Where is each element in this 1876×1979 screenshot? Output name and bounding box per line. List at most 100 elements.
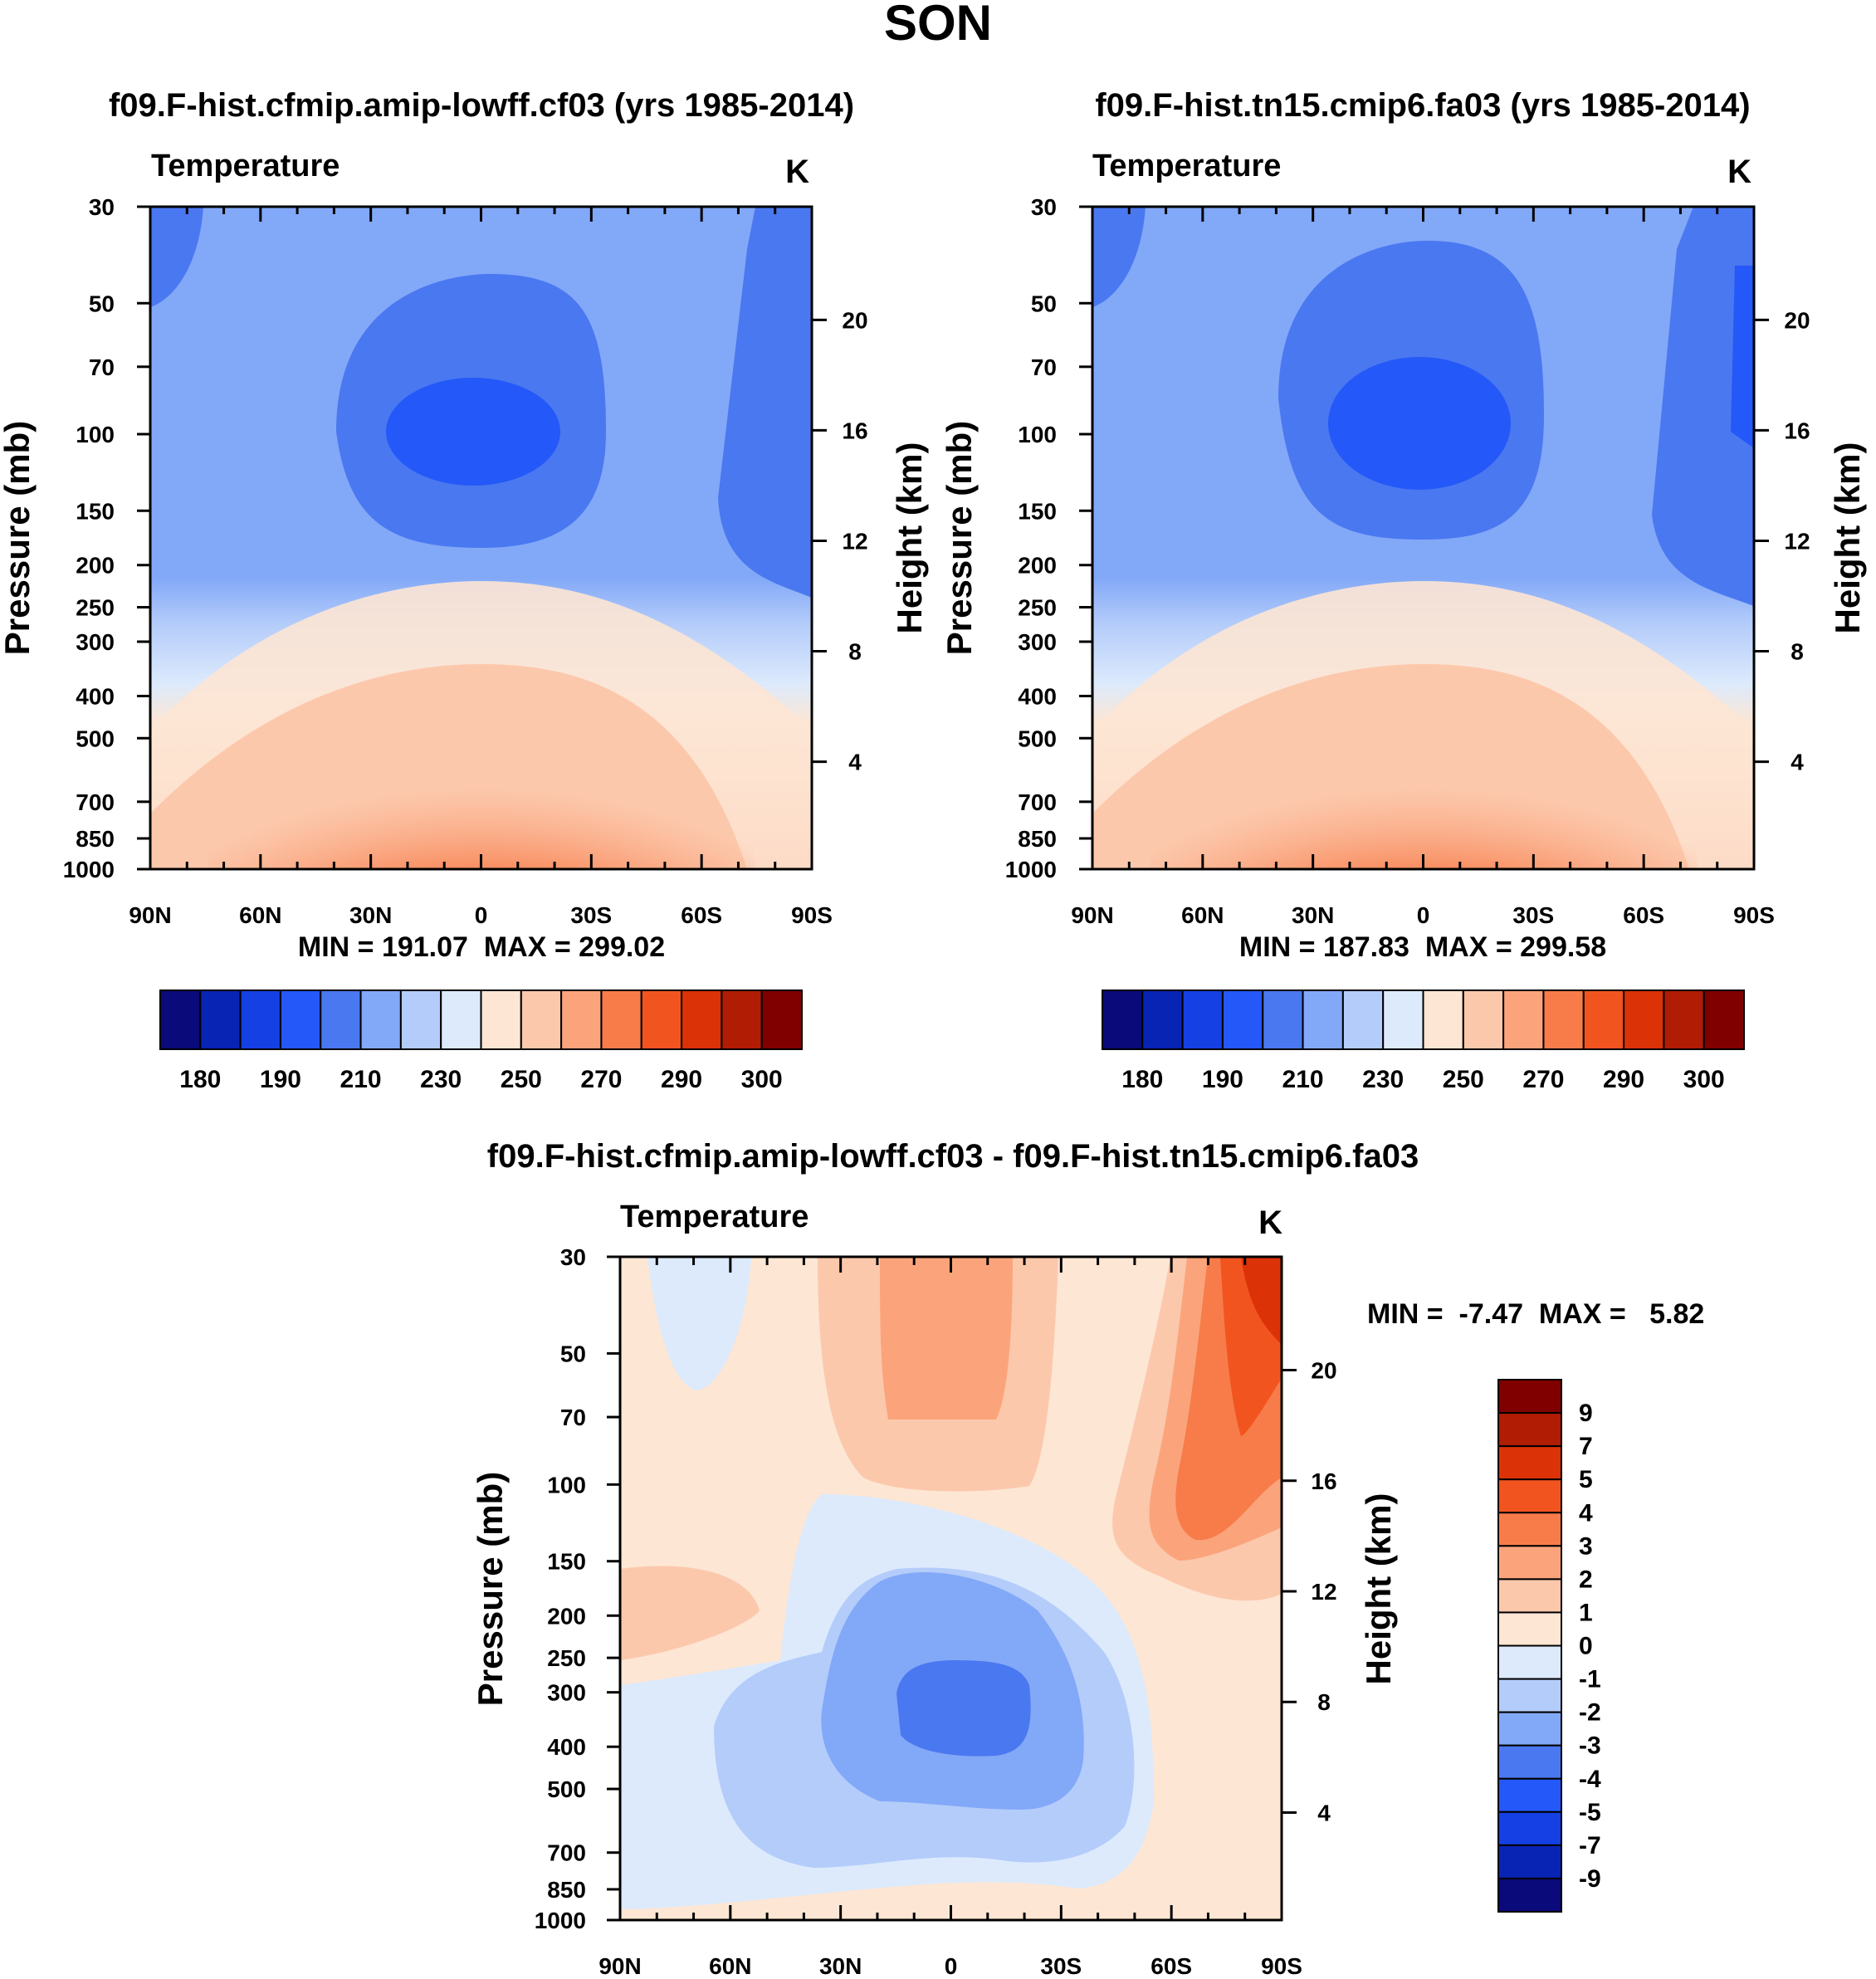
field-cold-trop-core bbox=[386, 378, 560, 486]
panel-difference-colorbar: 9 7 5 4 3 2 1 0 -1 -2 -3 -4 -5 -7 -9 bbox=[1497, 1379, 1601, 1913]
y2-tick-label: 4 bbox=[848, 750, 862, 775]
colorbar-box bbox=[159, 990, 202, 1050]
colorbar-box bbox=[1663, 990, 1705, 1050]
y-tick-label: 400 bbox=[1018, 683, 1057, 709]
colorbar-box bbox=[1497, 1744, 1562, 1780]
figure-title: SON bbox=[884, 0, 992, 51]
colorbar-label: 180 bbox=[1121, 1066, 1163, 1093]
x-tick-label-90s: 90S bbox=[791, 902, 833, 928]
y2-tick-label: 16 bbox=[1784, 418, 1810, 443]
y-tick-label: 850 bbox=[1018, 826, 1057, 852]
y2-tick-label: 20 bbox=[842, 307, 867, 333]
y-tick-label: 100 bbox=[76, 422, 115, 447]
diff-south-positive-5 bbox=[1241, 1257, 1282, 1345]
diff-tropical-strat-positive-2 bbox=[880, 1257, 1013, 1420]
y2-tick-label: 16 bbox=[842, 418, 867, 443]
y-tick-label: 250 bbox=[76, 595, 115, 621]
y-tick-label: 150 bbox=[1018, 498, 1057, 524]
colorbar-label: 210 bbox=[340, 1066, 382, 1093]
y-tick-label: 700 bbox=[76, 789, 115, 815]
panel-control-title: f09.F-hist.cfmip.amip-lowff.cf03 (yrs 19… bbox=[109, 87, 854, 124]
field-polar-cold-north bbox=[1092, 207, 1146, 307]
x-tick-label-30s: 30S bbox=[570, 902, 612, 928]
y-tick-label: 400 bbox=[547, 1734, 586, 1760]
diff-north-strat-negative bbox=[647, 1257, 751, 1390]
colorbar-box bbox=[560, 990, 603, 1050]
panel-difference-ylabel: Pressure (mb) bbox=[471, 1472, 510, 1706]
x-tick-label-30s: 30S bbox=[1040, 1953, 1082, 1979]
colorbar-label: -7 bbox=[1579, 1832, 1601, 1859]
y2-tick-label: 8 bbox=[1791, 639, 1804, 665]
y-tick-label: 150 bbox=[547, 1549, 586, 1575]
y-tick-label: 100 bbox=[547, 1472, 586, 1498]
x-tick-label-60s: 60S bbox=[1623, 902, 1664, 928]
panel-test-stats: MIN = 187.83 MAX = 299.58 bbox=[1239, 931, 1606, 963]
colorbar-box bbox=[1542, 990, 1585, 1050]
panel-test-title: f09.F-hist.tn15.cmip6.fa03 (yrs 1985-201… bbox=[1095, 87, 1750, 124]
field-warm-core bbox=[208, 703, 755, 869]
field-polar-cold-north bbox=[150, 207, 203, 307]
colorbar-box bbox=[1422, 990, 1464, 1050]
panel-difference-y2label: Height (km) bbox=[1359, 1493, 1398, 1685]
field-polar-cold-south bbox=[718, 207, 812, 598]
colorbar-box bbox=[1181, 990, 1224, 1050]
panel-control-y-axis: 30 50 70 100 150 200 250 300 400 500 700 850 1000 bbox=[63, 194, 150, 882]
y2-tick-label: 12 bbox=[1784, 528, 1810, 554]
y-tick-label: 300 bbox=[1018, 629, 1057, 655]
y-tick-label: 70 bbox=[1031, 354, 1057, 380]
colorbar-box bbox=[1497, 1810, 1562, 1846]
panel-difference-variable: Temperature bbox=[620, 1200, 809, 1234]
panel-test-variable: Temperature bbox=[1092, 149, 1281, 183]
colorbar-label: 230 bbox=[420, 1066, 462, 1093]
y-tick-label: 30 bbox=[1031, 194, 1057, 220]
colorbar-box bbox=[1497, 1611, 1562, 1647]
y-tick-label: 150 bbox=[76, 498, 115, 524]
colorbar-box bbox=[1497, 1678, 1562, 1713]
colorbar-label: 250 bbox=[501, 1066, 542, 1093]
y-tick-label: 400 bbox=[76, 683, 115, 709]
x-tick-label-30n: 30N bbox=[1292, 902, 1334, 928]
colorbar-box bbox=[1497, 1412, 1562, 1448]
panel-difference: f09.F-hist.cfmip.amip-lowff.cf03 - f09.F… bbox=[471, 1138, 1704, 1979]
colorbar-box bbox=[1497, 1711, 1562, 1747]
y2-tick-label: 8 bbox=[1317, 1689, 1331, 1715]
colorbar-box bbox=[279, 990, 322, 1050]
panel-difference-title: f09.F-hist.cfmip.amip-lowff.cf03 - f09.F… bbox=[487, 1138, 1419, 1175]
field-warm-core bbox=[1150, 703, 1698, 869]
panel-control-units: K bbox=[785, 154, 809, 190]
colorbar-box bbox=[681, 990, 723, 1050]
panel-control-ylabel: Pressure (mb) bbox=[0, 421, 37, 655]
colorbar-box bbox=[1497, 1545, 1562, 1581]
colorbar-label: -3 bbox=[1579, 1732, 1601, 1760]
diff-north-upper-trop-positive bbox=[620, 1566, 760, 1660]
colorbar-label: 250 bbox=[1443, 1066, 1484, 1093]
colorbar-label: 290 bbox=[661, 1066, 702, 1093]
panel-difference-y2-axis: 20 16 12 8 4 bbox=[1282, 1358, 1337, 1825]
y-tick-label: 30 bbox=[89, 194, 115, 220]
colorbar-label: 270 bbox=[1522, 1066, 1564, 1093]
x-tick-label-90s: 90S bbox=[1733, 902, 1775, 928]
colorbar-box bbox=[1623, 990, 1665, 1050]
colorbar-box bbox=[1382, 990, 1424, 1050]
colorbar-box bbox=[1497, 1877, 1562, 1913]
y2-tick-label: 20 bbox=[1784, 307, 1810, 333]
colorbar-label: 180 bbox=[179, 1066, 221, 1093]
y-tick-label: 700 bbox=[547, 1840, 586, 1866]
x-tick-label-90n: 90N bbox=[129, 902, 171, 928]
panel-control-plot bbox=[149, 205, 813, 871]
panel-control-variable: Temperature bbox=[151, 149, 340, 183]
y-tick-label: 850 bbox=[76, 826, 115, 852]
colorbar-box bbox=[359, 990, 402, 1050]
panel-difference-plot bbox=[618, 1255, 1283, 1922]
colorbar-label: 270 bbox=[580, 1066, 622, 1093]
y-tick-label: 500 bbox=[76, 726, 115, 751]
y-tick-label: 250 bbox=[547, 1645, 586, 1671]
y-tick-label: 850 bbox=[547, 1877, 586, 1903]
colorbar-label: 290 bbox=[1603, 1066, 1644, 1093]
panel-test-y-axis: 30 50 70 100 150 200 250 300 400 500 700 850 1000 bbox=[1005, 194, 1092, 882]
colorbar-label: 300 bbox=[1683, 1066, 1725, 1093]
x-tick-label-60s: 60S bbox=[681, 902, 722, 928]
panel-test-ylabel: Pressure (mb) bbox=[940, 421, 979, 655]
colorbar-box bbox=[1497, 1844, 1562, 1879]
